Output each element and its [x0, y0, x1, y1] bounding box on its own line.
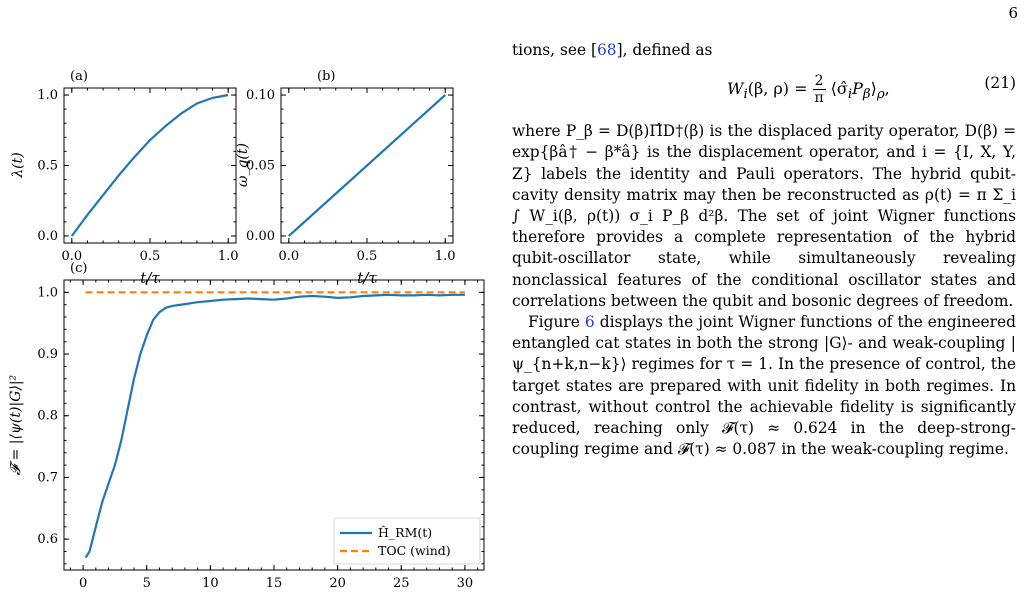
eq-rhs-sub: i	[847, 87, 853, 103]
x-axis-label-c: τ	[270, 596, 279, 602]
y-tick-label-b: 0.10	[246, 88, 275, 103]
eq-lhs: W	[727, 79, 744, 99]
series-line-a-0	[70, 93, 229, 237]
series-line-b-0	[288, 94, 446, 237]
panel-label-b: (b)	[317, 69, 335, 84]
eq-rhs3-sub: ρ	[876, 87, 885, 103]
y-tick-label-a: 0.0	[37, 229, 58, 244]
figure: 0.0 0.5 1.0 0.0 0.5 1.0 (a) t/τ λ(t) 0.0 0.5 1.0 0.0…	[8, 69, 485, 602]
y-tick-label-b: 0.00	[246, 229, 275, 244]
y-tick-label-c: 1.0	[37, 285, 58, 300]
x-tick-label-c: 25	[393, 576, 410, 591]
x-tick-label-c: 15	[266, 576, 283, 591]
plot-frame-a	[63, 87, 237, 244]
eq-args: (β, ρ) =	[747, 79, 808, 99]
y-axis-label-a: λ(t)	[10, 152, 26, 178]
x-axis-label-a: t/τ	[140, 269, 160, 287]
y-axis-label-c: 𝓕 = |⟨ψ(t)|G⟩|²	[8, 374, 24, 475]
x-tick-label-c: 30	[457, 576, 474, 591]
y-axis-label-b: ω_q(t)	[235, 143, 251, 187]
x-tick-label-b: 0.5	[357, 249, 378, 264]
eq-rhs3: ⟩	[870, 79, 877, 99]
figure-link[interactable]: 6	[584, 313, 595, 332]
eq-numerator: 2	[812, 73, 826, 91]
eq-lhs-sub: i	[743, 87, 748, 103]
eq-tail: ,	[884, 79, 890, 99]
lead-line: tions, see [68], defined as	[512, 40, 1016, 61]
lead-pre: tions, see [	[512, 41, 597, 59]
panel-label-c: (c)	[70, 261, 87, 276]
x-tick-label-a: 1.0	[218, 249, 239, 264]
eq-denominator: π	[814, 90, 824, 107]
x-tick-label-a: 0.0	[61, 249, 82, 264]
x-tick-label-c: 5	[143, 576, 151, 591]
x-tick-label-b: 1.0	[435, 249, 456, 264]
x-axis-label-b: t/τ	[357, 269, 377, 287]
legend-entry-1: TOC (wind)	[378, 543, 451, 558]
x-tick-label-a: 0.5	[140, 249, 161, 264]
citation-link[interactable]: 68	[596, 41, 617, 59]
eq-rhs2: P	[852, 79, 863, 99]
y-tick-label-c: 0.8	[37, 409, 58, 424]
panel-label-a: (a)	[70, 69, 88, 84]
x-tick-label-c: 10	[202, 576, 219, 591]
paragraph-2: Figure 6 displays the joint Wigner funct…	[512, 312, 1016, 460]
paragraph-1: where P_β = D(β)Π̂D†(β) is the displaced…	[512, 122, 1016, 310]
body-text-column: tions, see [68], defined as Wi(β, ρ) = 2…	[512, 40, 1016, 460]
eq-rhs2-sub: β	[862, 87, 871, 103]
page-number: 6	[1008, 4, 1018, 22]
legend-entry-0: Ĥ_RM(t)	[378, 525, 432, 540]
lead-post: ], defined as	[616, 41, 713, 59]
x-tick-label-c: 0	[79, 576, 87, 591]
legend-box	[333, 517, 481, 565]
equation-number: (21)	[984, 74, 1016, 93]
y-tick-label-c: 0.6	[37, 532, 58, 547]
y-tick-label-a: 1.0	[37, 88, 58, 103]
series-line-c-0	[84, 293, 465, 559]
y-tick-label-b: 0.05	[246, 159, 275, 174]
y-tick-label-a: 0.5	[37, 159, 58, 174]
y-tick-label-c: 0.9	[37, 347, 58, 362]
para2-post: displays the joint Wigner functions of t…	[512, 313, 1016, 459]
x-tick-label-b: 0.0	[278, 249, 299, 264]
x-tick-label-c: 20	[329, 576, 346, 591]
eq-rhs: ⟨σ̂	[830, 79, 848, 99]
para2-pre: Figure	[528, 313, 585, 332]
y-tick-label-c: 0.7	[37, 470, 58, 485]
